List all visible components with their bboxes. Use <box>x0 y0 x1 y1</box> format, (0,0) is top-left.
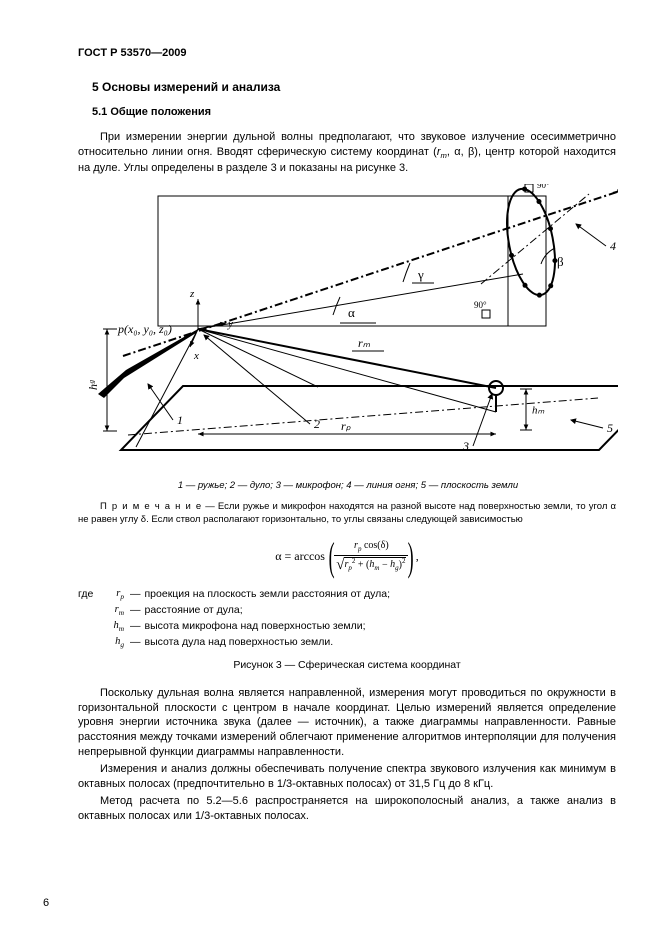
section-heading: 5 Основы измерений и анализа <box>78 79 616 95</box>
svg-text:3: 3 <box>462 439 469 453</box>
def-rm: rm — расстояние от дула; <box>78 603 616 618</box>
svg-text:α: α <box>348 305 355 320</box>
svg-text:2: 2 <box>314 417 320 431</box>
svg-text:5: 5 <box>607 421 613 435</box>
den-minus: − <box>379 559 390 570</box>
num-cos: cos(δ) <box>361 540 388 551</box>
def2-txt: высота микрофона над поверхностью земли; <box>145 619 366 634</box>
svg-text:4: 4 <box>610 239 616 253</box>
def3-sub: g <box>120 640 124 649</box>
figure-caption: Рисунок 3 — Сферическая система координа… <box>78 658 616 672</box>
subsection-title: Общие положения <box>110 106 211 118</box>
def-hg: hg — высота дула над поверхностью земли. <box>78 635 616 650</box>
defs-where: где <box>78 587 100 602</box>
def1-txt: расстояние от дула; <box>145 603 243 618</box>
note-label: П р и м е ч а н и е <box>100 501 202 512</box>
symbol-definitions: где rp — проекция на плоскость земли рас… <box>78 587 616 650</box>
paragraph-3: Измерения и анализ должны обеспечивать п… <box>78 762 616 792</box>
svg-text:rₚ: rₚ <box>341 419 352 433</box>
den-rp-sub: p <box>348 564 352 572</box>
def0-sub: p <box>120 592 124 601</box>
section-title: Основы измерений и анализа <box>102 80 280 94</box>
paragraph-4: Метод расчета по 5.2—5.6 распространяетс… <box>78 794 616 824</box>
figure-3: zyxp(x₀, y₀, z₀)αγrₘrₚhᵍhₘβ90°90°12345 1… <box>78 184 618 493</box>
doc-header: ГОСТ Р 53570—2009 <box>78 46 616 61</box>
svg-text:β: β <box>557 254 564 269</box>
formula-lhs: α = arccos <box>275 548 325 564</box>
figure-svg: zyxp(x₀, y₀, z₀)αγrₘrₚhᵍhₘβ90°90°12345 <box>78 184 618 474</box>
den-plus: + ( <box>355 559 369 570</box>
def0-txt: проекция на плоскость земли расстояния о… <box>145 587 391 602</box>
subsection-heading: 5.1 Общие положения <box>78 105 616 120</box>
svg-text:z: z <box>189 288 195 300</box>
def-hm: hm — высота микрофона над поверхностью з… <box>78 619 616 634</box>
svg-text:x: x <box>193 350 199 362</box>
svg-text:90°: 90° <box>474 300 487 310</box>
figure-note: П р и м е ч а н и е — Если ружье и микро… <box>78 501 616 527</box>
def2-dash: — <box>126 619 145 634</box>
svg-text:rₘ: rₘ <box>358 336 371 350</box>
den-close-sup: 2 <box>402 557 406 565</box>
svg-text:90°: 90° <box>537 184 550 190</box>
def2-sub: m <box>119 624 124 633</box>
def1-dash: — <box>126 603 145 618</box>
svg-text:hᵍ: hᵍ <box>86 380 100 390</box>
def-rp: где rp — проекция на плоскость земли рас… <box>78 587 616 602</box>
paragraph-intro: При измерении энергии дульной волны пред… <box>78 130 616 176</box>
page-number: 6 <box>43 896 49 911</box>
svg-text:p(x₀, y₀, z₀): p(x₀, y₀, z₀) <box>117 322 172 336</box>
def3-txt: высота дула над поверхностью земли. <box>145 635 334 650</box>
sqrt: rp2 + (hm − hg)2 <box>336 557 406 574</box>
svg-text:1: 1 <box>177 413 183 427</box>
paragraph-2: Поскольку дульная волна является направл… <box>78 686 616 760</box>
svg-text:γ: γ <box>417 267 424 282</box>
paren-right: ) <box>408 537 414 577</box>
subsection-number: 5.1 <box>92 106 107 118</box>
paren-left: ( <box>329 537 335 577</box>
def0-dash: — <box>126 587 145 602</box>
def1-sub: m <box>119 608 124 617</box>
formula: α = arccos ( rp cos(δ) rp2 + (hm − hg)2 … <box>78 537 616 577</box>
formula-comma: , <box>416 548 419 564</box>
def3-dash: — <box>126 635 145 650</box>
figure-legend: 1 — ружье; 2 — дуло; 3 — микрофон; 4 — л… <box>78 480 618 493</box>
formula-frac: rp cos(δ) rp2 + (hm − hg)2 <box>334 540 408 573</box>
svg-text:hₘ: hₘ <box>532 405 545 417</box>
section-number: 5 <box>92 80 99 94</box>
